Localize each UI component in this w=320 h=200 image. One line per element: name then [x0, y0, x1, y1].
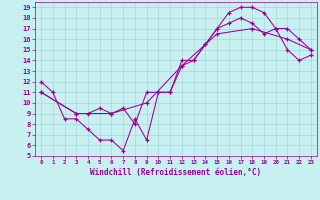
X-axis label: Windchill (Refroidissement éolien,°C): Windchill (Refroidissement éolien,°C)	[91, 168, 261, 177]
